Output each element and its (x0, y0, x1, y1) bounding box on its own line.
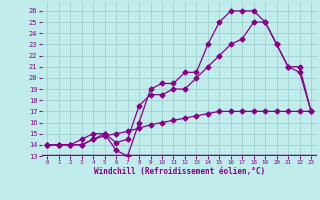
X-axis label: Windchill (Refroidissement éolien,°C): Windchill (Refroidissement éolien,°C) (94, 167, 265, 176)
